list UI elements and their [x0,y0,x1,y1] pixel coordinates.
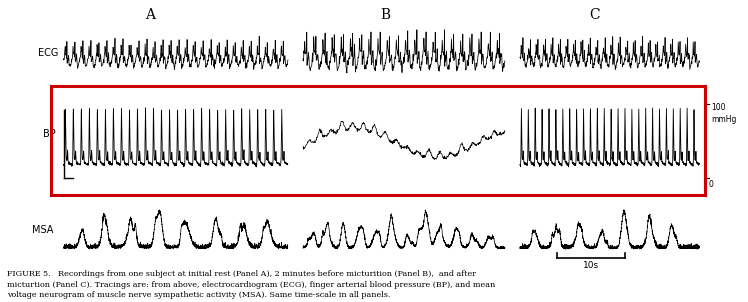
Text: A: A [144,8,155,21]
Bar [51,86,705,195]
Text: FIGURE 5.   Recordings from one subject at initial rest (Panel A), 2 minutes bef: FIGURE 5. Recordings from one subject at… [7,270,496,299]
Text: 10s: 10s [583,261,599,270]
Text: B: B [380,8,390,21]
Text: 100: 100 [711,103,726,112]
Text: C: C [589,8,600,21]
Text: 0: 0 [708,180,714,189]
Text: MSA: MSA [32,224,54,235]
Text: ECG: ECG [38,48,58,58]
Text: BP: BP [43,129,56,140]
Text: mmHg: mmHg [711,115,737,124]
